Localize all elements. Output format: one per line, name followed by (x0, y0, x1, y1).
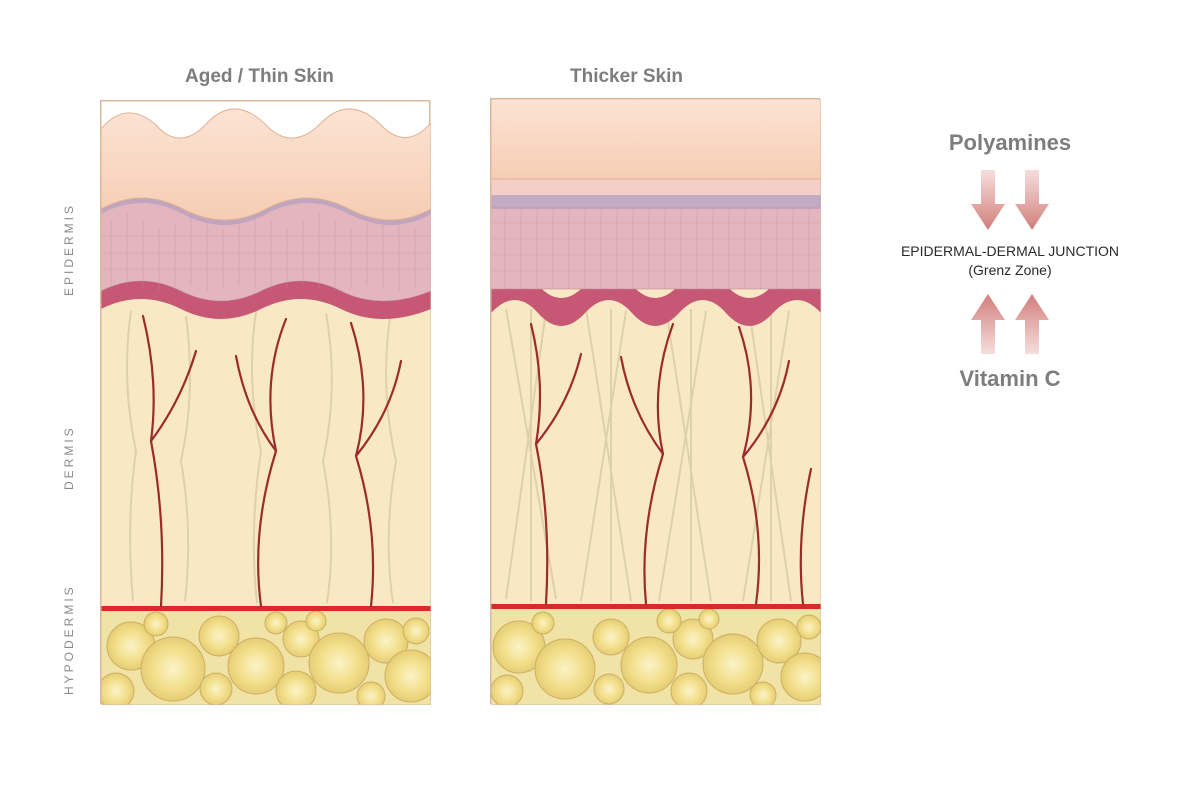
legend-mid: EPIDERMAL-DERMAL JUNCTION (Grenz Zone) (880, 242, 1140, 280)
arrows-up (880, 294, 1140, 354)
legend-top-label: Polyamines (880, 130, 1140, 156)
aged-skin-diagram (101, 101, 431, 705)
label-dermis: DERMIS (62, 425, 76, 490)
title-aged: Aged / Thin Skin (185, 66, 334, 88)
legend-mid-line2: (Grenz Zone) (968, 262, 1051, 278)
thicker-skin-diagram (491, 99, 821, 705)
legend-bottom-label: Vitamin C (880, 366, 1140, 392)
arrow-up-icon (971, 294, 1005, 354)
label-hypodermis: HYPODERMIS (62, 584, 76, 695)
arrow-down-icon (1015, 170, 1049, 230)
panel-aged-skin (100, 100, 430, 704)
panel-thicker-skin (490, 98, 820, 704)
arrow-down-icon (971, 170, 1005, 230)
legend-block: Polyamines EPIDERMAL-DERMAL JUNCTION (Gr… (880, 130, 1140, 392)
arrow-up-icon (1015, 294, 1049, 354)
legend-mid-line1: EPIDERMAL-DERMAL JUNCTION (901, 243, 1119, 259)
label-epidermis: EPIDERMIS (62, 203, 76, 296)
arrows-down (880, 170, 1140, 230)
title-thicker: Thicker Skin (570, 66, 683, 88)
